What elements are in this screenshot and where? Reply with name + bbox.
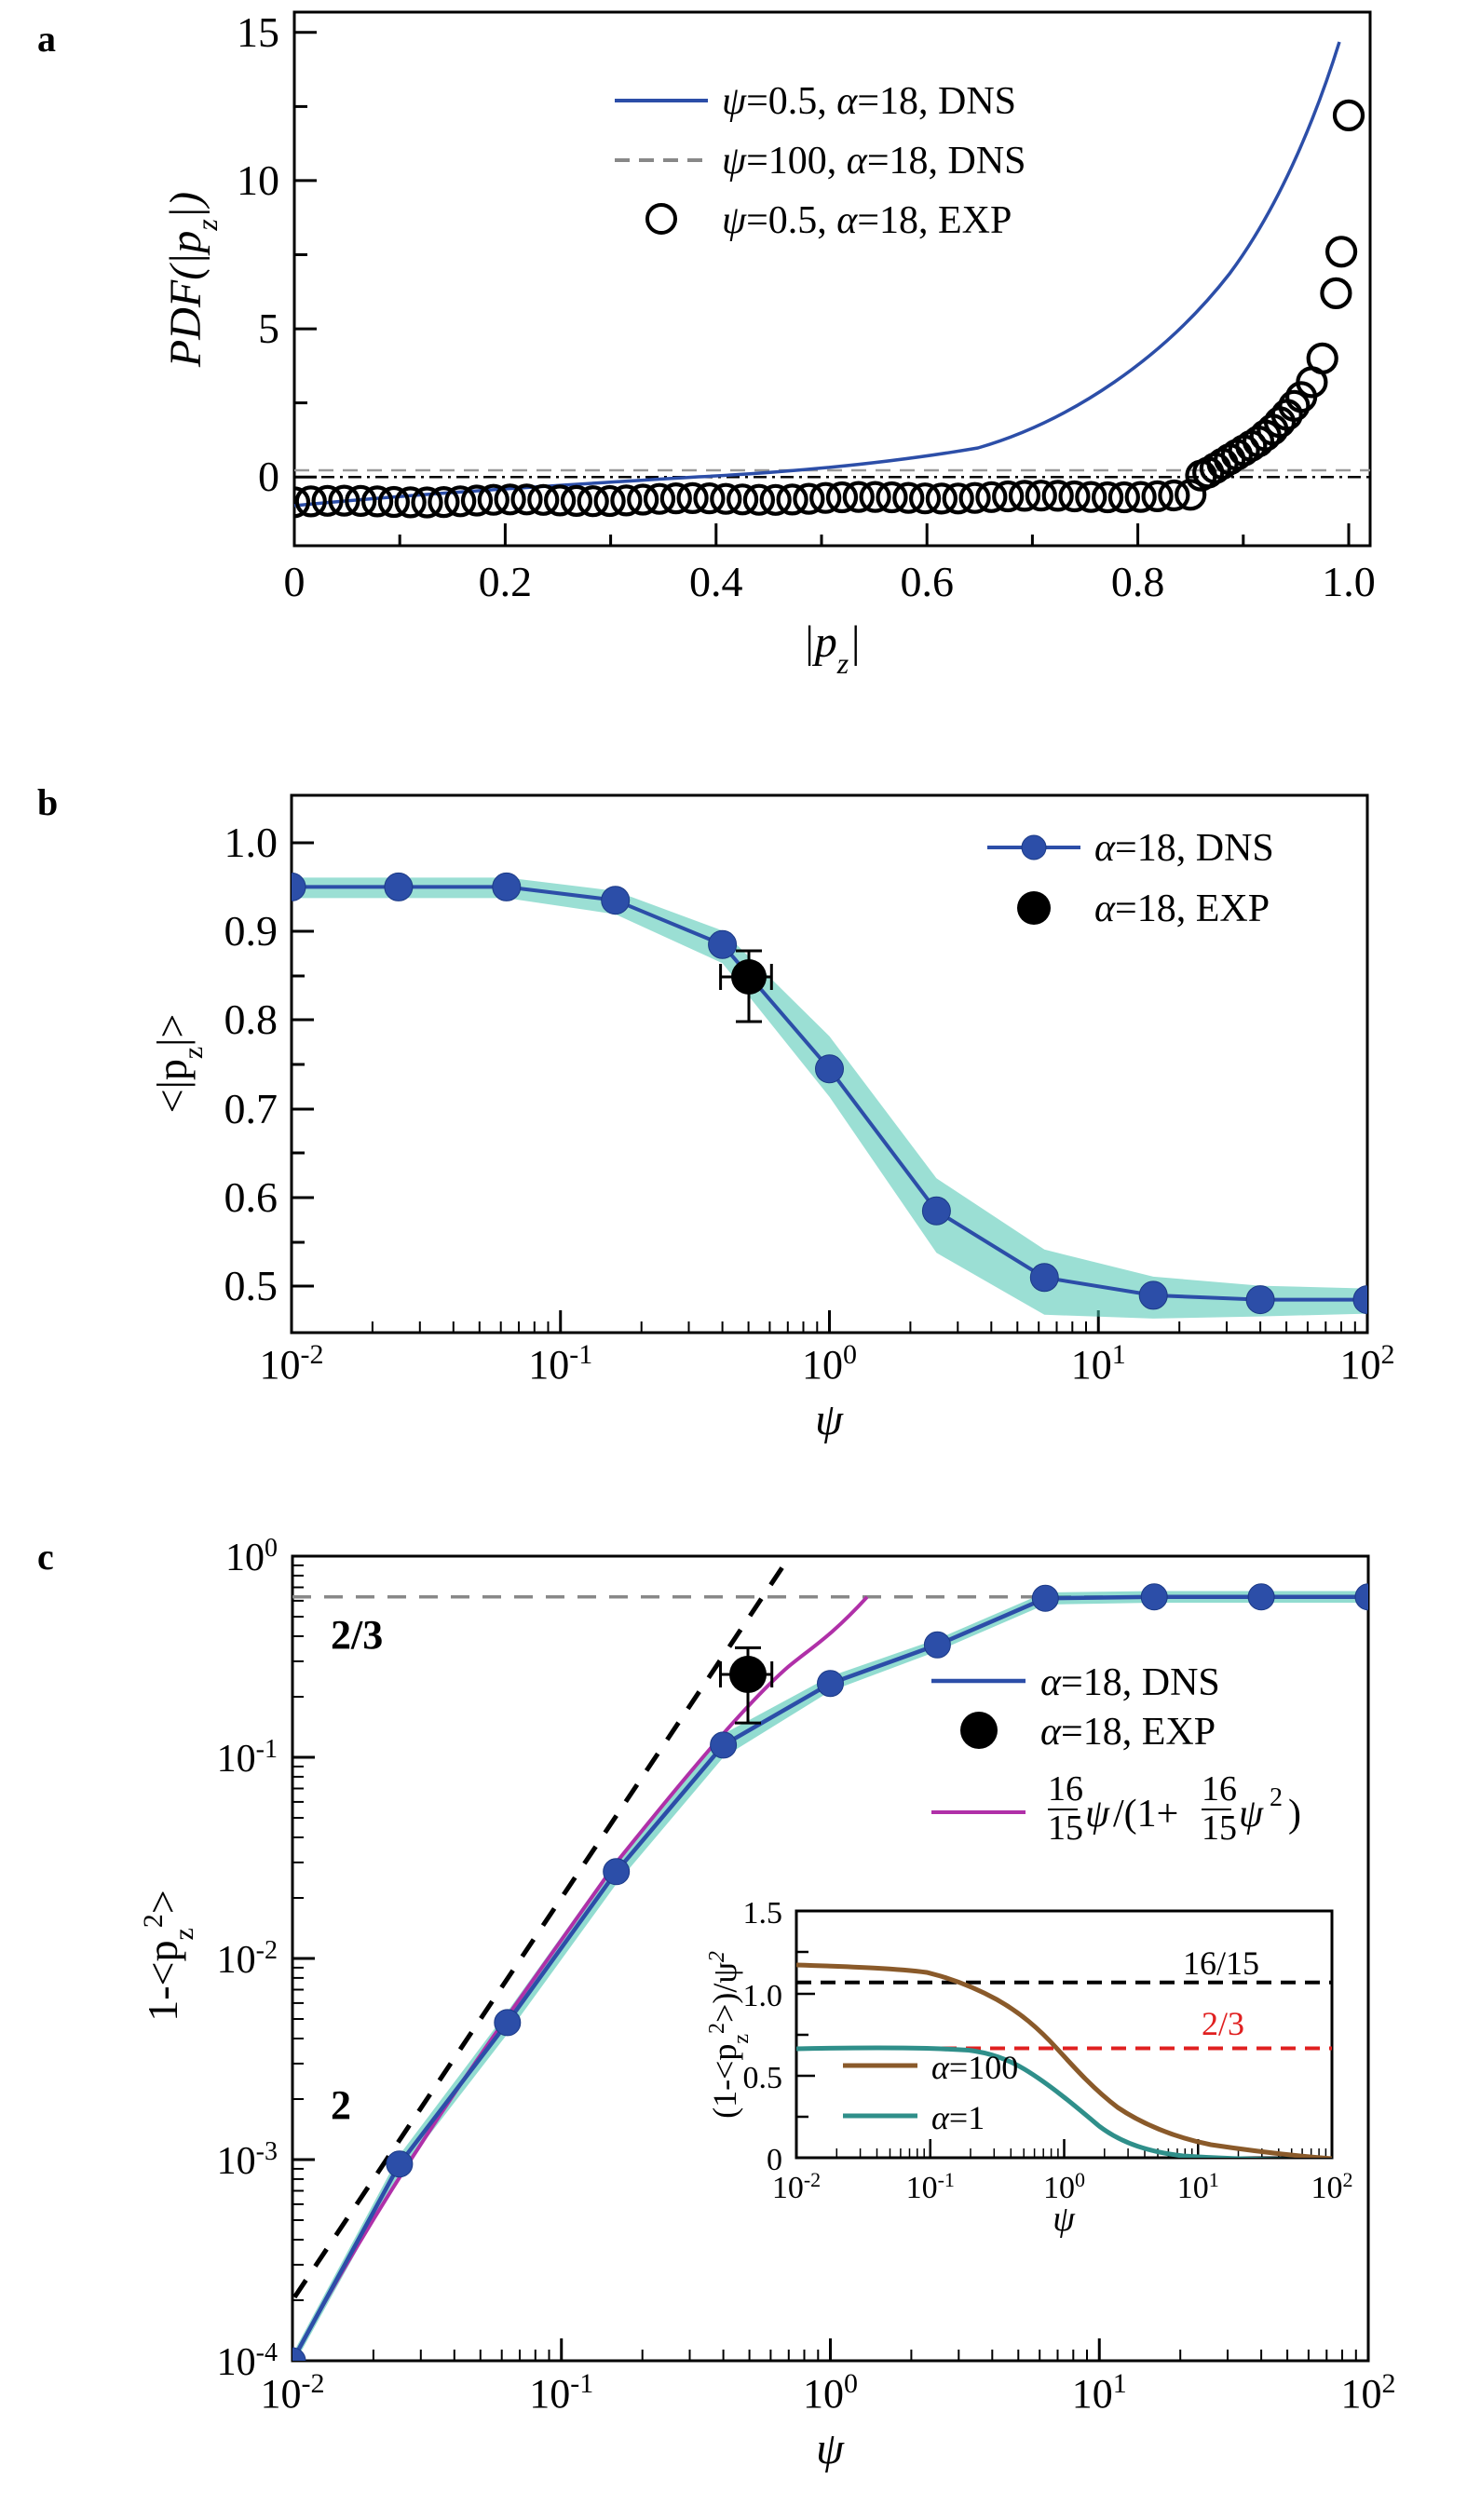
svg-text:10-2: 10-2: [260, 1339, 324, 1389]
svg-text:5: 5: [258, 305, 279, 352]
svg-text:10-1: 10-1: [528, 1339, 592, 1389]
svg-text:0: 0: [258, 453, 279, 500]
svg-text:15: 15: [1048, 1809, 1083, 1848]
svg-text:ψ: ψ: [1239, 1793, 1264, 1836]
svg-text:1.0: 1.0: [224, 819, 278, 866]
svg-text:α=18, DNS: α=18, DNS: [1040, 1661, 1220, 1704]
svg-text:2: 2: [331, 2082, 351, 2128]
svg-text:ψ=0.5, α=18, DNS: ψ=0.5, α=18, DNS: [722, 80, 1016, 123]
svg-text:2/3: 2/3: [1202, 2005, 1244, 2042]
svg-text:100: 100: [802, 1339, 857, 1389]
svg-text:0.6: 0.6: [224, 1173, 278, 1221]
svg-text:16/15: 16/15: [1183, 1944, 1259, 1982]
svg-text:0.8: 0.8: [224, 996, 278, 1043]
svg-text:ψ=0.5, α=18, EXP: ψ=0.5, α=18, EXP: [722, 199, 1012, 242]
svg-text:100: 100: [225, 1537, 278, 1579]
svg-text:102: 102: [1340, 1339, 1395, 1389]
svg-text:ψ=100, α=18, DNS: ψ=100, α=18, DNS: [722, 140, 1026, 183]
svg-text:2/3: 2/3: [331, 1612, 383, 1658]
svg-text:10-2: 10-2: [217, 1936, 278, 1983]
svg-text:1-<pz2>: 1-<pz2>: [138, 1890, 199, 2022]
svg-text:0.8: 0.8: [1111, 558, 1165, 605]
svg-text:α=18, DNS: α=18, DNS: [1094, 827, 1274, 870]
svg-text:α=18, EXP: α=18, EXP: [1094, 887, 1270, 930]
svg-text:101: 101: [1177, 2168, 1219, 2206]
svg-text:ψ: ψ: [816, 2424, 845, 2473]
svg-text:0.4: 0.4: [689, 558, 743, 605]
svg-text:10-1: 10-1: [529, 2368, 593, 2418]
svg-text:102: 102: [1341, 2368, 1396, 2418]
svg-text:10-2: 10-2: [772, 2168, 821, 2206]
svg-text:100: 100: [803, 2368, 858, 2418]
svg-text:101: 101: [1072, 2368, 1127, 2418]
svg-text:15: 15: [237, 8, 279, 56]
svg-text:ψ: ψ: [1053, 2200, 1076, 2239]
svg-text:|pz|: |pz|: [803, 617, 862, 680]
svg-text:α=100: α=100: [931, 2049, 1018, 2086]
svg-text:10-3: 10-3: [217, 2137, 278, 2184]
svg-text:10-1: 10-1: [906, 2168, 955, 2206]
svg-text:0.5: 0.5: [224, 1262, 278, 1309]
svg-text:/(1+: /(1+: [1113, 1793, 1178, 1836]
svg-text:15: 15: [1202, 1809, 1237, 1848]
svg-text:0.2: 0.2: [479, 558, 533, 605]
svg-text:): ): [1288, 1793, 1301, 1836]
svg-text:2: 2: [1270, 1783, 1283, 1812]
svg-text:0.7: 0.7: [224, 1085, 278, 1132]
svg-text:b: b: [37, 781, 58, 823]
svg-text:a: a: [37, 18, 56, 60]
svg-text:1.0: 1.0: [743, 1979, 783, 2013]
svg-text:PDF(|pz|): PDF(|pz|): [161, 192, 224, 368]
svg-text:16: 16: [1202, 1769, 1237, 1809]
svg-text:1.5: 1.5: [743, 1896, 783, 1931]
svg-text:1.0: 1.0: [1322, 558, 1376, 605]
svg-text:c: c: [37, 1537, 54, 1578]
svg-text:ψ: ψ: [815, 1395, 844, 1444]
svg-text:101: 101: [1071, 1339, 1126, 1389]
svg-text:0: 0: [284, 558, 306, 605]
svg-text:0.9: 0.9: [224, 907, 278, 955]
svg-text:α=1: α=1: [931, 2099, 985, 2136]
svg-text:<|pz|>: <|pz|>: [148, 1014, 209, 1114]
svg-text:10-1: 10-1: [217, 1735, 278, 1782]
svg-text:0.5: 0.5: [743, 2061, 783, 2095]
svg-text:10: 10: [237, 156, 279, 204]
svg-text:102: 102: [1311, 2168, 1353, 2206]
svg-text:ψ: ψ: [1085, 1793, 1110, 1836]
svg-text:α=18, EXP: α=18, EXP: [1040, 1711, 1216, 1754]
svg-text:0.6: 0.6: [900, 558, 954, 605]
svg-text:10-2: 10-2: [261, 2368, 325, 2418]
svg-text:16: 16: [1048, 1769, 1083, 1809]
